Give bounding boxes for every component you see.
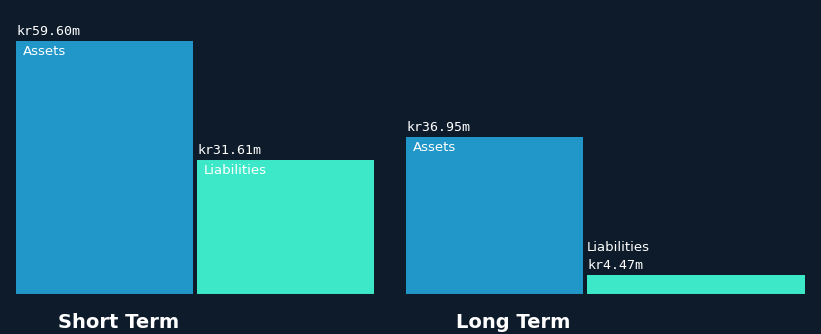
FancyBboxPatch shape bbox=[197, 160, 374, 294]
Text: kr4.47m: kr4.47m bbox=[587, 259, 643, 272]
Text: kr36.95m: kr36.95m bbox=[406, 121, 470, 134]
Text: Liabilities: Liabilities bbox=[204, 164, 267, 177]
Text: Assets: Assets bbox=[413, 141, 456, 154]
FancyBboxPatch shape bbox=[587, 275, 805, 294]
Text: Assets: Assets bbox=[23, 45, 67, 58]
FancyBboxPatch shape bbox=[406, 137, 583, 294]
FancyBboxPatch shape bbox=[16, 41, 193, 294]
Text: Long Term: Long Term bbox=[456, 313, 571, 332]
Text: Short Term: Short Term bbox=[58, 313, 180, 332]
Text: Liabilities: Liabilities bbox=[587, 241, 650, 254]
Text: kr31.61m: kr31.61m bbox=[197, 144, 261, 157]
Text: kr59.60m: kr59.60m bbox=[16, 25, 80, 38]
